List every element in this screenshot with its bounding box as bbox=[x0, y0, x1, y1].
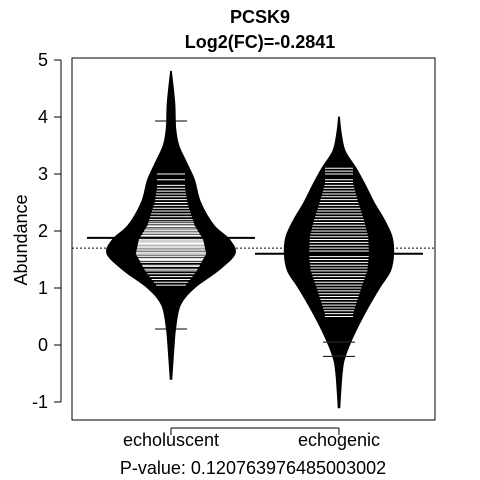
y-tick-label: 5 bbox=[38, 50, 48, 70]
x-tick-label: echogenic bbox=[298, 430, 380, 450]
y-tick-label: -1 bbox=[32, 392, 48, 412]
x-axis-label: P-value: 0.120763976485003002 bbox=[120, 458, 386, 478]
beans-layer bbox=[72, 70, 435, 409]
chart-subtitle: Log2(FC)=-0.2841 bbox=[185, 32, 336, 52]
y-tick-label: 1 bbox=[38, 278, 48, 298]
y-tick-label: 4 bbox=[38, 107, 48, 127]
x-axis: echoluscent echogenic bbox=[123, 427, 380, 450]
y-tick-label: 0 bbox=[38, 335, 48, 355]
chart-title: PCSK9 bbox=[230, 7, 290, 27]
x-tick-label: echoluscent bbox=[123, 430, 219, 450]
plot-frame bbox=[71, 57, 436, 421]
y-tick-label: 3 bbox=[38, 164, 48, 184]
y-axis: -1 0 1 2 3 4 5 bbox=[32, 50, 62, 412]
y-tick-label: 2 bbox=[38, 221, 48, 241]
y-axis-label: Abundance bbox=[11, 194, 31, 285]
